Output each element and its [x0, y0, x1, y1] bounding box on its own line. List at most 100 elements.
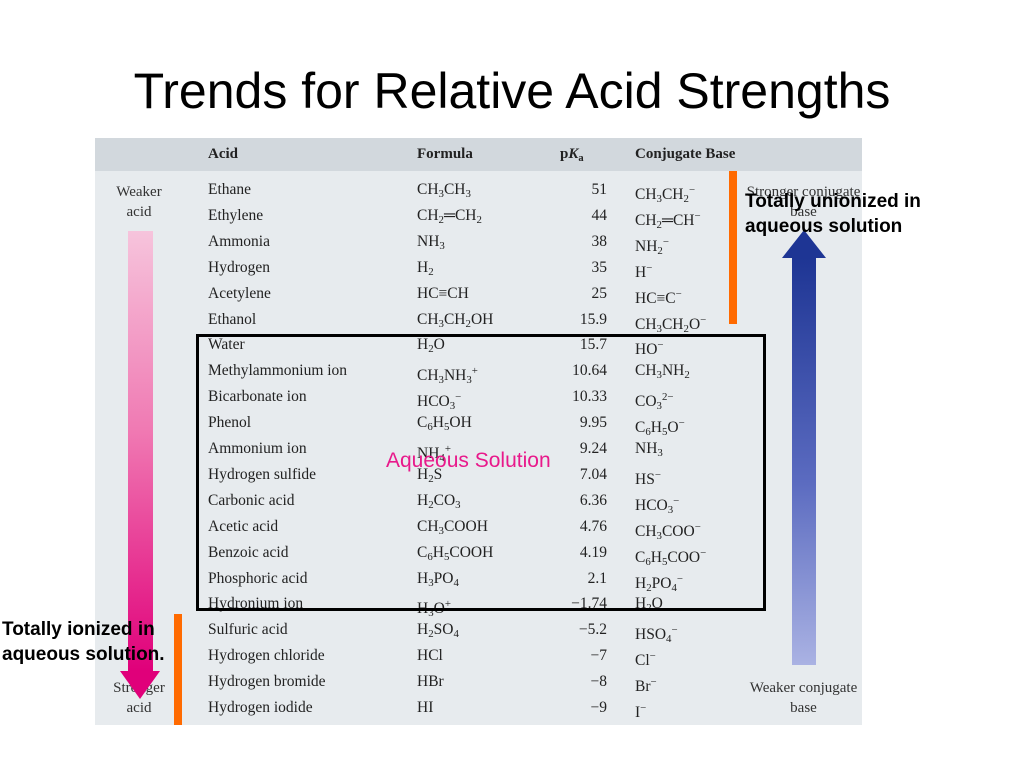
- acid-strength-arrow-head: [120, 671, 160, 699]
- pka-value: 35: [591, 258, 608, 276]
- table-row: Hydrogen bromide HBr −8 Br−: [95, 669, 862, 695]
- table-row: Hydrogen chloride HCl −7 Cl−: [95, 643, 862, 669]
- formula: CH3COOH: [417, 517, 488, 537]
- acid-name: Ethane: [208, 181, 252, 198]
- conjugate-base: HS−: [635, 468, 661, 488]
- pka-value: 7.04: [579, 465, 607, 483]
- pka-value: −5.2: [578, 621, 607, 639]
- formula: HI: [417, 699, 434, 716]
- aqueous-solution-box: [196, 334, 766, 611]
- header-pka: pKa: [560, 146, 584, 164]
- weaker-acid-label: Weaker acid: [116, 184, 162, 220]
- acid-name: Hydrogen chloride: [208, 647, 325, 665]
- formula: C6H5COOH: [417, 543, 494, 563]
- pka-value: 10.33: [572, 388, 607, 406]
- conjugate-base: CH2═CH−: [635, 209, 701, 231]
- pka-value: 4.76: [579, 517, 607, 535]
- formula: H2: [417, 258, 434, 278]
- table-row: Methylammonium ion CH3NH3+ 10.64 CH3NH2: [95, 358, 862, 386]
- header-conjugate-base: Conjugate Base: [635, 146, 736, 162]
- acid-name: Hydrogen: [208, 258, 270, 276]
- conjugate-base: I−: [635, 702, 647, 721]
- formula: CH3CH3: [417, 181, 471, 200]
- header-formula: Formula: [417, 146, 473, 162]
- table-row: Bicarbonate ion HCO3− 10.33 CO32−: [95, 384, 862, 412]
- acid-name: Benzoic acid: [208, 543, 289, 561]
- table-row: Hydrogen H2 35 H−: [95, 255, 862, 281]
- formula: H2O: [417, 336, 445, 356]
- table-row: Sulfuric acid H2SO4 −5.2 HSO4−: [95, 617, 862, 645]
- aqueous-solution-label: Aqueous Solution: [386, 449, 551, 472]
- table-row: Hydrogen sulfide H2S 7.04 HS−: [95, 462, 862, 488]
- pka-value: 15.9: [579, 310, 607, 328]
- pka-value: 9.95: [579, 414, 607, 432]
- formula: H2SO4: [417, 621, 459, 641]
- pka-value: −9: [590, 699, 608, 716]
- slide-title: Trends for Relative Acid Strengths: [133, 63, 891, 119]
- table-row: Benzoic acid C6H5COOH 4.19 C6H5COO−: [95, 540, 862, 568]
- acid-name: Ammonia: [208, 232, 270, 250]
- table-row: Ethylene CH2═CH2 44 CH2═CH−: [95, 203, 862, 231]
- conjugate-base: CH3CH2−: [635, 184, 696, 205]
- conjugate-base: NH3: [635, 440, 663, 459]
- table-row: Phenol C6H5OH 9.95 C6H5O−: [95, 410, 862, 438]
- pka-value: 10.64: [572, 362, 607, 380]
- conjugate-base: H−: [635, 261, 653, 281]
- conjugate-base: Br−: [635, 676, 657, 696]
- table-row: Ammonium ion NH4+ 9.24 NH3: [95, 436, 862, 464]
- table-row: Ethane CH3CH3 51 CH3CH2−: [95, 177, 862, 205]
- pka-value: 9.24: [579, 440, 607, 457]
- acid-name: Water: [208, 336, 245, 354]
- conjugate-base: HCO3−: [635, 494, 680, 516]
- header-acid: Acid: [208, 146, 238, 162]
- conjugate-base: CH3CH2O−: [635, 313, 707, 335]
- acid-name: Hydrogen bromide: [208, 673, 326, 691]
- pka-value: 38: [591, 232, 608, 250]
- conjugate-base: NH2−: [635, 235, 669, 257]
- pka-value: 6.36: [579, 491, 607, 509]
- unionized-annotation: Totally unionized in aqueous solution: [745, 191, 921, 237]
- table-row: Hydrogen iodide HI −9 I−: [95, 695, 862, 721]
- acid-name: Ammonium ion: [208, 440, 307, 457]
- formula: C6H5OH: [417, 414, 472, 434]
- formula: HCl: [417, 647, 443, 665]
- pka-value: 51: [591, 181, 608, 198]
- ionized-annotation: Totally ionized in aqueous solution.: [2, 619, 165, 665]
- conjugate-base: Cl−: [635, 650, 656, 670]
- conjugate-base: C6H5COO−: [635, 546, 707, 568]
- conjugate-base: HO−: [635, 339, 664, 359]
- conjugate-base: CH3NH2: [635, 362, 690, 382]
- base-strength-arrow-body: [792, 258, 816, 665]
- table-row: Ammonia NH3 38 NH2−: [95, 229, 862, 257]
- pka-value: 4.19: [579, 543, 607, 561]
- pka-value: 2.1: [587, 569, 607, 587]
- formula: NH4+: [417, 443, 451, 464]
- table-row: Phosphoric acid H3PO4 2.1 H2PO4−: [95, 566, 862, 594]
- table-row: Acetylene HC≡CH 25 HC≡C−: [95, 281, 862, 307]
- formula: HBr: [417, 673, 444, 691]
- acid-strength-arrow-body: [128, 231, 153, 671]
- table-row: Carbonic acid H2CO3 6.36 HCO3−: [95, 488, 862, 516]
- conjugate-base: C6H5O−: [635, 417, 685, 439]
- conjugate-base: HSO4−: [635, 624, 678, 646]
- acid-name: Ethylene: [208, 206, 264, 224]
- conjugate-base: CH3COO−: [635, 520, 701, 542]
- table-row: Ethanol CH3CH2OH 15.9 CH3CH2O−: [95, 307, 862, 335]
- acid-name: Ethanol: [208, 310, 257, 328]
- acid-name: Carbonic acid: [208, 491, 295, 509]
- pka-value: 25: [591, 284, 608, 302]
- table-row: Water H2O 15.7 HO−: [95, 332, 862, 358]
- formula: H2CO3: [417, 491, 461, 511]
- formula: CH3NH3+: [417, 365, 478, 387]
- conjugate-base: CO32−: [635, 391, 674, 413]
- acid-name: Acetylene: [208, 284, 271, 302]
- pka-value: 15.7: [579, 336, 607, 354]
- table-header: Acid Formula pKa Conjugate Base: [95, 138, 862, 171]
- pka-value: 44: [591, 206, 608, 224]
- acid-name: Methylammonium ion: [208, 362, 348, 380]
- acid-name: Phosphoric acid: [208, 569, 308, 587]
- acid-name: Hydrogen sulfide: [208, 465, 317, 483]
- ionized-orange-bar: [174, 614, 182, 725]
- table-row: Acetic acid CH3COOH 4.76 CH3COO−: [95, 514, 862, 542]
- formula: CH2═CH2: [417, 206, 482, 226]
